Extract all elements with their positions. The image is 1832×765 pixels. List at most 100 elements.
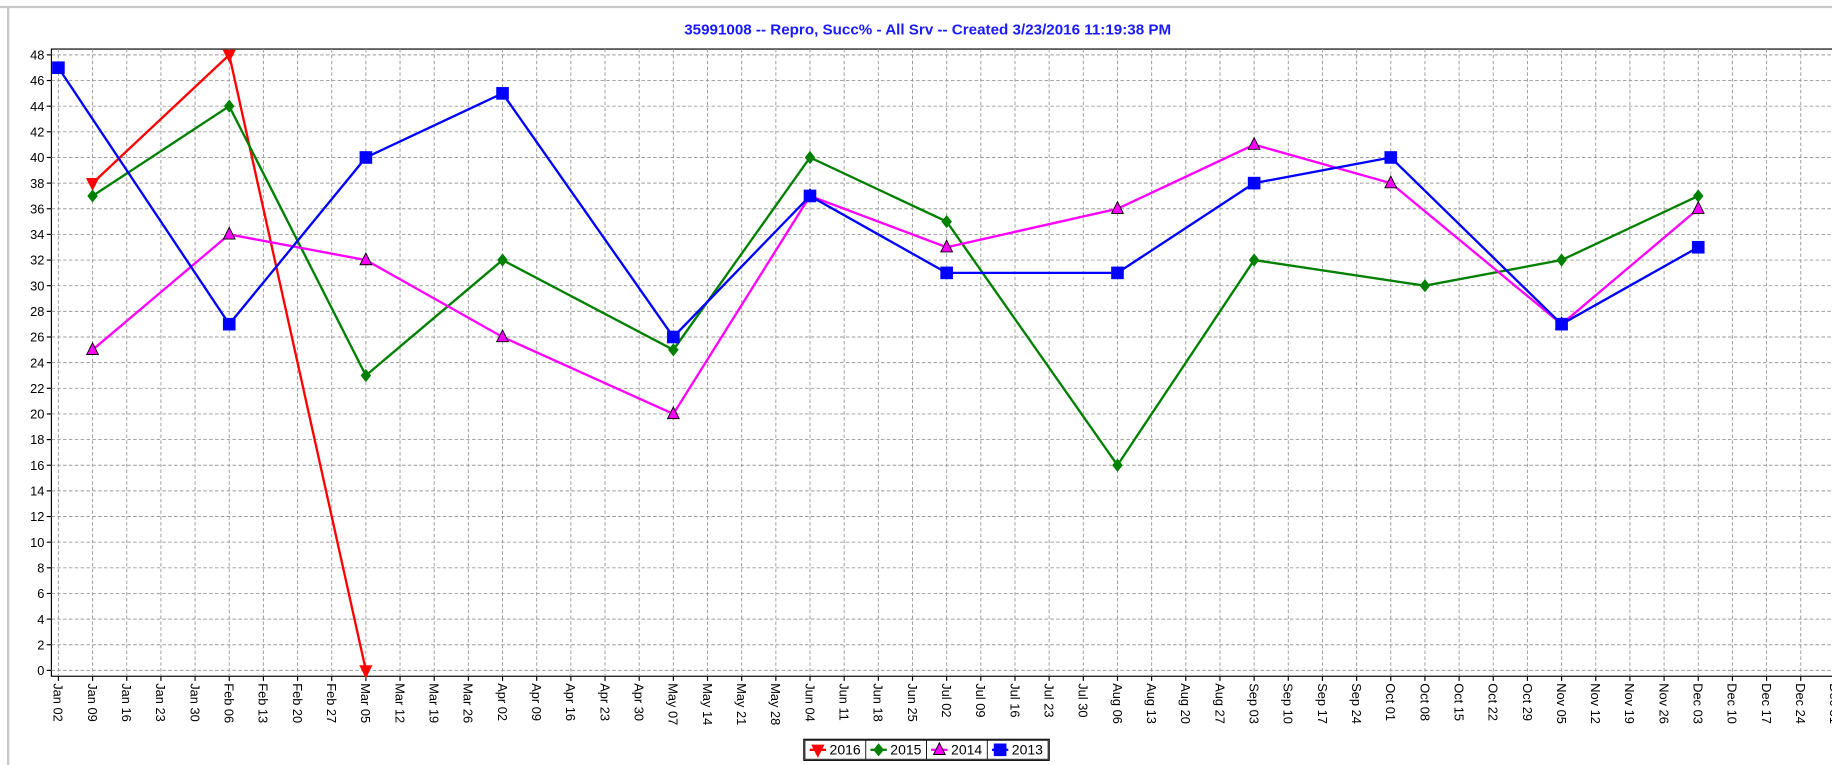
- marker: [497, 253, 508, 267]
- x-tick-label: Jun 04: [802, 683, 817, 722]
- x-tick-label: Jan 30: [187, 683, 202, 722]
- x-tick-label: Nov 26: [1656, 683, 1671, 724]
- x-tick-label: Oct 15: [1451, 683, 1466, 721]
- marker: [811, 744, 825, 758]
- y-tick-label: 12: [30, 509, 44, 524]
- marker: [359, 665, 373, 679]
- x-tick-label: Aug 06: [1110, 683, 1125, 724]
- y-tick-label: 44: [30, 99, 44, 114]
- x-tick-label: Mar 12: [392, 683, 407, 723]
- x-tick-label: Sep 10: [1281, 683, 1296, 724]
- x-tick-label: Apr 23: [597, 683, 612, 721]
- marker: [85, 177, 100, 192]
- x-tick-label: May 07: [666, 683, 681, 725]
- marker: [222, 49, 236, 63]
- marker: [52, 61, 65, 75]
- x-tick-label: Jun 11: [836, 683, 851, 721]
- marker: [359, 252, 373, 266]
- y-tick-label: 18: [30, 432, 44, 447]
- y-tick-label: 14: [30, 484, 44, 499]
- x-tick-label: Jul 16: [1007, 683, 1022, 717]
- marker: [1384, 175, 1398, 189]
- x-tick-label: Mar 26: [461, 683, 476, 723]
- y-tick-label: 10: [30, 535, 44, 550]
- x-tick-label: Nov 19: [1622, 683, 1637, 724]
- marker: [87, 189, 98, 203]
- x-tick-label: Feb 06: [222, 683, 237, 723]
- x-tick-label: Dec 03: [1691, 683, 1706, 724]
- marker: [222, 317, 236, 331]
- marker: [1555, 317, 1568, 331]
- y-tick-label: 36: [30, 201, 44, 216]
- x-tick-label: Jan 02: [51, 683, 66, 722]
- x-tick-label: Apr 09: [529, 683, 544, 721]
- y-tick-label: 40: [30, 150, 44, 165]
- marker: [1419, 279, 1431, 293]
- x-tick-label: Jul 23: [1041, 683, 1056, 717]
- x-tick-label: May 14: [700, 683, 715, 725]
- x-tick-label: Dec 10: [1725, 683, 1740, 724]
- marker: [940, 266, 953, 280]
- legend-label: 2013: [1012, 741, 1043, 757]
- marker: [932, 741, 946, 755]
- marker: [941, 215, 952, 229]
- y-tick-label: 26: [30, 330, 44, 345]
- marker: [1110, 200, 1125, 214]
- x-tick-label: Mar 05: [358, 683, 373, 723]
- x-tick-label: Apr 02: [495, 683, 510, 721]
- x-tick-label: May 21: [734, 683, 749, 725]
- y-tick-label: 8: [37, 560, 44, 575]
- x-tick-label: Oct 01: [1383, 683, 1398, 721]
- y-tick-label: 20: [30, 407, 44, 422]
- x-tick-label: Jun 25: [905, 683, 920, 722]
- series-line: [57, 67, 1699, 339]
- y-tick-label: 30: [30, 278, 44, 293]
- y-tick-label: 38: [30, 176, 44, 191]
- x-tick-label: Jan 16: [119, 683, 134, 722]
- y-tick-label: 34: [30, 227, 44, 242]
- marker: [873, 743, 884, 757]
- marker: [1384, 151, 1398, 164]
- y-tick-label: 16: [30, 458, 44, 473]
- x-tick-label: Sep 24: [1349, 683, 1364, 724]
- y-tick-label: 4: [37, 612, 44, 627]
- y-tick-label: 24: [30, 355, 44, 370]
- x-tick-label: Dec 24: [1793, 683, 1808, 724]
- x-tick-label: Jul 02: [939, 683, 954, 717]
- marker: [803, 189, 817, 203]
- marker: [1111, 266, 1124, 280]
- marker: [496, 87, 509, 100]
- x-tick-label: Jan 09: [85, 683, 100, 722]
- x-tick-label: Dec 17: [1759, 683, 1774, 724]
- x-tick-label: Feb 20: [290, 683, 305, 723]
- x-tick-label: Oct 22: [1486, 683, 1501, 721]
- y-tick-label: 42: [30, 125, 44, 140]
- marker: [993, 743, 1007, 757]
- series-line: [91, 143, 1699, 416]
- marker: [360, 368, 372, 383]
- series-line: [91, 104, 1699, 468]
- marker: [223, 99, 235, 113]
- y-tick-label: 0: [37, 663, 44, 678]
- x-tick-label: Jul 30: [1076, 683, 1091, 717]
- marker: [1112, 458, 1123, 472]
- marker: [804, 150, 816, 165]
- x-tick-label: Sep 03: [1246, 683, 1261, 724]
- marker: [359, 151, 373, 164]
- marker: [1691, 200, 1705, 214]
- y-tick-label: 48: [30, 48, 44, 63]
- x-tick-label: Oct 29: [1520, 683, 1535, 721]
- x-tick-label: Dec 31: [1827, 683, 1832, 724]
- marker: [667, 330, 680, 344]
- marker: [222, 226, 236, 240]
- x-tick-label: Oct 08: [1417, 683, 1432, 721]
- legend-item-box: [986, 740, 1049, 760]
- x-tick-label: Nov 12: [1588, 683, 1603, 724]
- legend: 2016 2015 2014 2013: [803, 738, 1050, 761]
- y-tick-label: 2: [37, 637, 44, 652]
- y-tick-label: 32: [30, 253, 44, 268]
- x-tick-label: Jul 09: [973, 683, 988, 717]
- y-tick-label: 22: [30, 381, 44, 396]
- x-tick-label: Apr 30: [632, 683, 647, 721]
